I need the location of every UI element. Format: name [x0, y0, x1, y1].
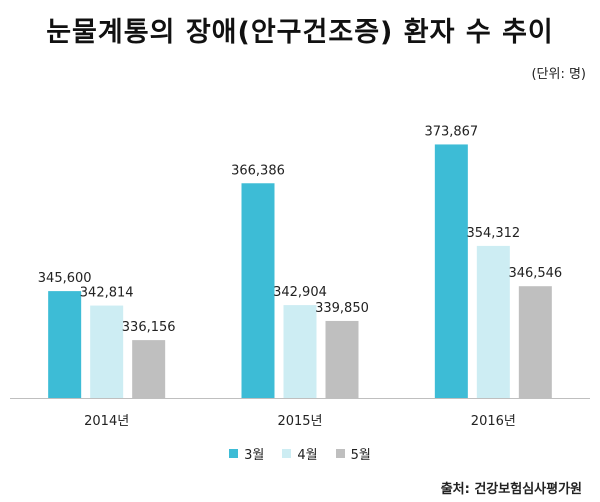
data-label-may-2016년: 346,546: [508, 266, 562, 281]
data-label-may-2014년: 336,156: [122, 320, 176, 335]
legend-item-may: 5월: [335, 444, 371, 463]
bar-may-2016년: [518, 286, 552, 398]
data-label-march-2015년: 366,386: [231, 163, 285, 178]
bar-may-2015년: [325, 320, 359, 398]
x-tick-label: 2014년: [84, 414, 129, 429]
data-label-april-2015년: 342,904: [273, 285, 327, 300]
bar-april-2016년: [476, 245, 510, 398]
unit-label: (단위: 명): [531, 67, 586, 82]
legend-swatch-march: [229, 449, 239, 458]
data-label-may-2015년: 339,850: [315, 301, 369, 316]
data-label-april-2016년: 354,312: [466, 226, 520, 241]
legend-label-may: 5월: [350, 448, 371, 463]
data-label-march-2016년: 373,867: [424, 124, 478, 139]
bar-march-2016년: [434, 144, 468, 398]
x-tick-label: 2016년: [471, 414, 516, 429]
legend-label-april: 4월: [297, 448, 318, 463]
legend-label-march: 3월: [244, 448, 265, 463]
data-label-april-2014년: 342,814: [80, 286, 134, 301]
source-label: 출처: 건강보험심사평가원: [440, 482, 582, 497]
bar-april-2014년: [90, 305, 124, 398]
chart-legend: 3월 4월 5월: [0, 444, 600, 463]
legend-swatch-april: [282, 449, 292, 458]
chart-title: 눈물계통의 장애(안구건조증) 환자 수 추이: [46, 17, 554, 48]
bar-april-2015년: [283, 305, 317, 398]
x-tick-label: 2015년: [277, 414, 322, 429]
bar-march-2015년: [241, 183, 275, 398]
bar-march-2014년: [48, 291, 82, 398]
bar-may-2014년: [132, 340, 166, 398]
data-label-march-2014년: 345,600: [38, 271, 92, 286]
legend-swatch-may: [335, 449, 345, 458]
legend-item-april: 4월: [282, 444, 318, 463]
legend-item-march: 3월: [229, 444, 264, 463]
